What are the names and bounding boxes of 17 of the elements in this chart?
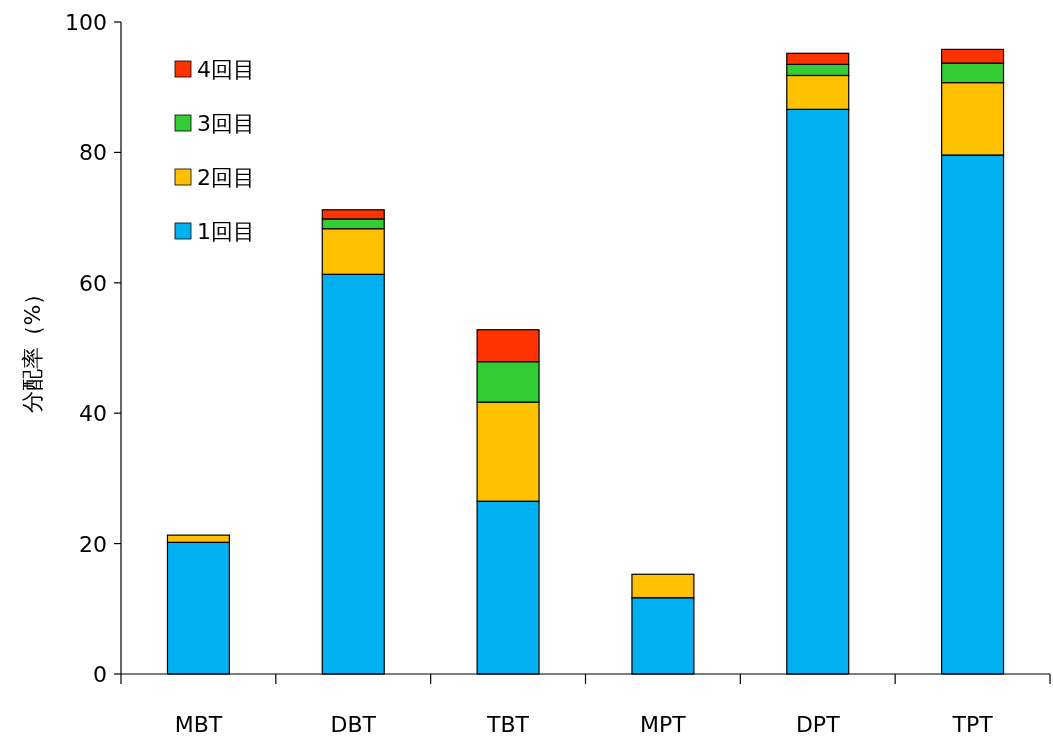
x-tick-label: TBT bbox=[486, 712, 530, 737]
x-tick-label: MBT bbox=[174, 712, 223, 737]
y-tick-label: 40 bbox=[79, 401, 107, 427]
x-tick-label: DPT bbox=[795, 712, 841, 737]
legend-label: 3回目 bbox=[197, 111, 255, 136]
y-tick-label: 20 bbox=[79, 531, 107, 557]
x-tick-label: TPT bbox=[951, 712, 994, 737]
legend-label: 1回目 bbox=[197, 219, 255, 244]
x-tick-label: MPT bbox=[640, 712, 687, 737]
y-tick-label: 80 bbox=[79, 140, 107, 166]
y-tick-label: 0 bbox=[93, 662, 107, 687]
y-tick-label: 60 bbox=[79, 270, 107, 296]
y-tick-label: 100 bbox=[65, 10, 107, 35]
y-axis-title: 分配率（%） bbox=[20, 282, 45, 414]
legend-label: 4回目 bbox=[197, 57, 255, 82]
legend-label: 2回目 bbox=[197, 165, 255, 190]
x-tick-label: DBT bbox=[330, 712, 377, 737]
